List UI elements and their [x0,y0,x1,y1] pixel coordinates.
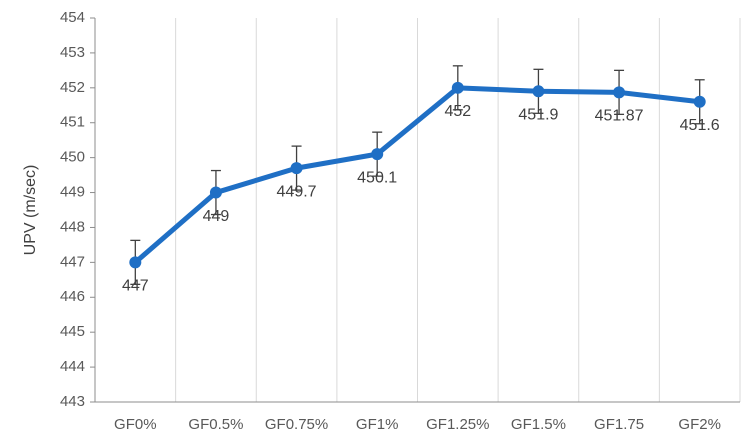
series-line [132,85,703,265]
x-tick-label: GF1.25% [426,416,489,433]
x-tick-label: GF0.5% [188,416,243,433]
data-point [129,256,142,269]
y-tick-label: 444 [60,358,85,375]
y-tick-label: 443 [60,393,85,410]
y-tick-label: 449 [60,184,85,201]
y-tick-label: 447 [60,253,85,270]
x-tick-label: GF1% [356,416,399,433]
data-labels: 447 449 449.7 450.1 452 451.9 451.87 451.6 [122,103,720,295]
error-bars [130,65,705,286]
x-tick-label: GF0% [114,416,157,433]
data-label: 449 [203,208,230,225]
data-point [693,95,706,108]
y-axis-title: UPV (m/sec) [22,165,39,256]
y-tick-label: 452 [60,79,85,96]
x-tick-labels: GF0% GF0.5% GF0.75% GF1% GF1.25% GF1.5% GF1.75… [114,416,721,433]
y-tick-label: 453 [60,44,85,61]
x-tick-label: GF1.5% [511,416,566,433]
data-label: 451.9 [518,107,558,124]
data-points [129,81,706,269]
y-tick-label: 454 [60,9,85,26]
data-point [451,81,464,94]
data-point [290,162,303,175]
data-label: 450.1 [357,169,397,186]
data-label: 451.87 [595,108,644,125]
y-tick-label: 446 [60,288,85,305]
y-tick-label: 445 [60,323,85,340]
series-lines [132,85,703,265]
axes [90,17,740,403]
data-point [532,85,545,98]
data-label: 447 [122,278,149,295]
data-point [613,86,626,99]
data-label: 452 [444,103,471,120]
data-point [209,186,222,199]
y-tick-label: 450 [60,149,85,166]
y-tick-labels: 443 444 445 446 447 448 449 450 451 452 453 454 [60,9,85,410]
x-tick-label: GF0.75% [265,416,328,433]
data-label: 451.6 [680,117,720,134]
data-label: 449.7 [277,183,317,200]
grid [175,18,741,402]
x-tick-label: GF2% [678,416,721,433]
y-tick-label: 451 [60,114,85,131]
y-tick-label: 448 [60,218,85,235]
data-point [371,148,384,161]
x-tick-label: GF1.75 [594,416,644,433]
